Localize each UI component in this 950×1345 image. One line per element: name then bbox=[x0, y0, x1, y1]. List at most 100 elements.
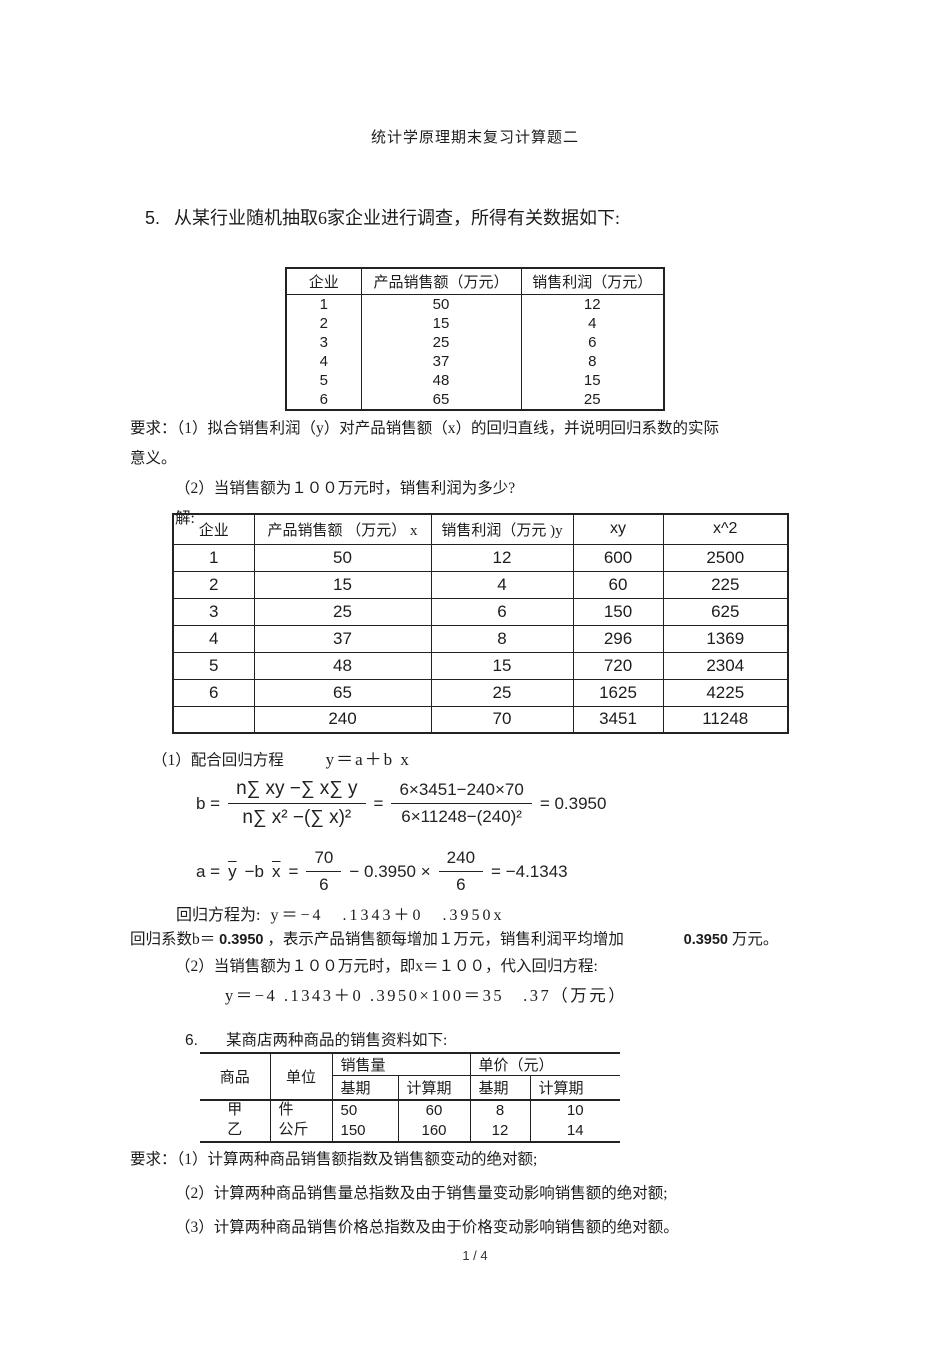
cell: 50 bbox=[253, 543, 432, 572]
cell: 25 bbox=[253, 597, 432, 626]
value: 60 bbox=[425, 1101, 443, 1119]
table-header-row: 企业 产品销售额 （万元） x 销售利润（万元 )y xy x^2 bbox=[172, 513, 789, 545]
numerator: 6×3451−240×70 bbox=[391, 780, 532, 804]
table-row: 1 50 12 bbox=[285, 294, 665, 314]
value: 14 bbox=[566, 1121, 584, 1139]
group-quantity: 销售量 bbox=[332, 1053, 471, 1076]
cell: 8 bbox=[520, 351, 665, 371]
cell: 件 bbox=[270, 1099, 333, 1121]
b-formula: b = n∑ xy −∑ x∑ y n∑ x² −(∑ x)² = 6×3451… bbox=[196, 778, 606, 829]
table-subheader-row: 基期 计算期 基期 计算期 bbox=[200, 1075, 620, 1101]
denominator: 6×11248−(240)² bbox=[401, 807, 522, 826]
cell: 15 bbox=[430, 651, 574, 680]
problem6-heading-text: 某商店两种商品的销售资料如下: bbox=[225, 1032, 448, 1049]
value: 50 bbox=[340, 1101, 358, 1119]
cell bbox=[172, 705, 255, 734]
numerator: 70 bbox=[306, 848, 342, 872]
table-row: 1 50 12 600 2500 bbox=[172, 543, 789, 572]
value: 160 bbox=[421, 1121, 447, 1139]
cell: 625 bbox=[662, 597, 789, 626]
requirement-line: （2）当销售额为１００万元时，销售利润为多少? bbox=[175, 480, 516, 497]
cell: 1 bbox=[172, 543, 255, 572]
cell: 12 bbox=[430, 543, 574, 572]
cell: 150 bbox=[572, 597, 664, 626]
col-profit: 销售利润（万元） bbox=[520, 267, 665, 295]
subcol-calc-qty: 计算期 bbox=[398, 1075, 471, 1101]
a-mid: − 0.3950 × bbox=[349, 861, 431, 881]
cell: 乙 bbox=[200, 1120, 271, 1142]
value: 12 bbox=[491, 1121, 509, 1139]
cell: 65 bbox=[253, 678, 432, 707]
cell: 37 bbox=[360, 351, 522, 371]
cell: 4 bbox=[520, 313, 665, 333]
cell: 5 bbox=[172, 651, 255, 680]
cell: 60 bbox=[398, 1099, 471, 1121]
table-row: 4 37 8 296 1369 bbox=[172, 624, 789, 653]
cell: 1369 bbox=[662, 624, 789, 653]
subcol-calc-price: 计算期 bbox=[530, 1075, 620, 1101]
cell: 2 bbox=[285, 313, 362, 333]
cell: 4 bbox=[430, 570, 574, 599]
equation-value: y＝−4 .1343＋0 .3950x bbox=[270, 907, 505, 924]
cell: 14 bbox=[530, 1121, 620, 1142]
col-profit-y: 销售利润（万元 )y bbox=[430, 513, 574, 545]
requirement-line: 要求：（1）拟合销售利润（y）对产品销售额（x）的回归直线，并说明回归系数的实际 bbox=[130, 420, 720, 437]
cell: 11248 bbox=[662, 705, 789, 734]
b-fraction-numeric: 6×3451−240×70 6×11248−(240)² bbox=[391, 780, 532, 827]
problem6-number: 6. bbox=[185, 1032, 198, 1049]
cell: 3 bbox=[285, 332, 362, 352]
part2-result: y＝−4 .1343＋0 .3950×100＝35 .37（万元） bbox=[225, 986, 628, 1005]
value: 10 bbox=[566, 1101, 584, 1119]
cell: 2 bbox=[172, 570, 255, 599]
table-row: 6 65 25 bbox=[285, 389, 665, 410]
part1-label: （1）配合回归方程 bbox=[152, 752, 284, 769]
b-lhs: b = bbox=[196, 793, 221, 813]
coefficient-note: 回归系数b＝ 0.3950 ，表示产品销售额每增加１万元，销售利润平均增加 0.… bbox=[130, 927, 890, 949]
x-bar: x bbox=[272, 861, 281, 881]
requirement-line: 要求：（1）计算两种商品销售额指数及销售额变动的绝对额; bbox=[130, 1151, 538, 1168]
table-row: 5 48 15 bbox=[285, 370, 665, 390]
denominator: n∑ x² −(∑ x)² bbox=[242, 807, 352, 828]
cell: 1 bbox=[285, 294, 362, 314]
cell: 15 bbox=[253, 570, 432, 599]
col-sales: 产品销售额（万元） bbox=[360, 267, 522, 295]
cell: 150 bbox=[332, 1120, 399, 1142]
requirement-line: （2）计算两种商品销售量总指数及由于销售量变动影响销售额的绝对额; bbox=[175, 1185, 668, 1202]
col-xy: xy bbox=[572, 513, 664, 545]
cell: 225 bbox=[662, 570, 789, 599]
cell: 240 bbox=[253, 705, 432, 734]
col-enterprise: 企业 bbox=[285, 267, 362, 295]
table-row: 2 15 4 60 225 bbox=[172, 570, 789, 599]
table-row: 4 37 8 bbox=[285, 351, 665, 371]
subcol-base-price: 基期 bbox=[470, 1075, 531, 1101]
cell: 600 bbox=[572, 543, 664, 572]
cell: 1625 bbox=[572, 678, 664, 707]
table-row: 3 25 6 bbox=[285, 332, 665, 352]
cell: 3 bbox=[172, 597, 255, 626]
cell: 6 bbox=[520, 332, 665, 352]
col-x-squared: x^2 bbox=[662, 513, 789, 545]
page-title: 统计学原理期末复习计算题二 bbox=[370, 130, 579, 146]
cell: 48 bbox=[360, 370, 522, 390]
part1-label-line: （1）配合回归方程 y＝a＋b x bbox=[152, 745, 411, 770]
cell: 296 bbox=[572, 624, 664, 653]
cell: 15 bbox=[360, 313, 522, 333]
coef-value: 0.3950 bbox=[219, 932, 264, 948]
cell: 4 bbox=[172, 624, 255, 653]
coef-text: 万元。 bbox=[731, 931, 779, 948]
cell: 25 bbox=[430, 678, 574, 707]
equals-sign: = bbox=[373, 793, 384, 813]
value: 8 bbox=[495, 1101, 505, 1119]
b-fraction-symbolic: n∑ xy −∑ x∑ y n∑ x² −(∑ x)² bbox=[228, 778, 366, 829]
group-price: 单价（元） bbox=[470, 1053, 620, 1076]
table-row: 乙 公斤 150 160 12 14 bbox=[200, 1120, 620, 1142]
table-row: 2 15 4 bbox=[285, 313, 665, 333]
table-header-row: 企业 产品销售额（万元） 销售利润（万元） bbox=[285, 267, 665, 295]
col-sales-x: 产品销售额 （万元） x bbox=[253, 513, 432, 545]
cell: 8 bbox=[470, 1099, 531, 1121]
col-unit: 单位 bbox=[270, 1053, 333, 1101]
a-formula: a = y −b x = 70 6 − 0.3950 × 240 6 = −4.… bbox=[196, 848, 568, 895]
problem5-heading-text: 从某行业随机抽取6家企业进行调查，所得有关数据如下: bbox=[174, 208, 621, 228]
b-result: = 0.3950 bbox=[539, 793, 607, 813]
